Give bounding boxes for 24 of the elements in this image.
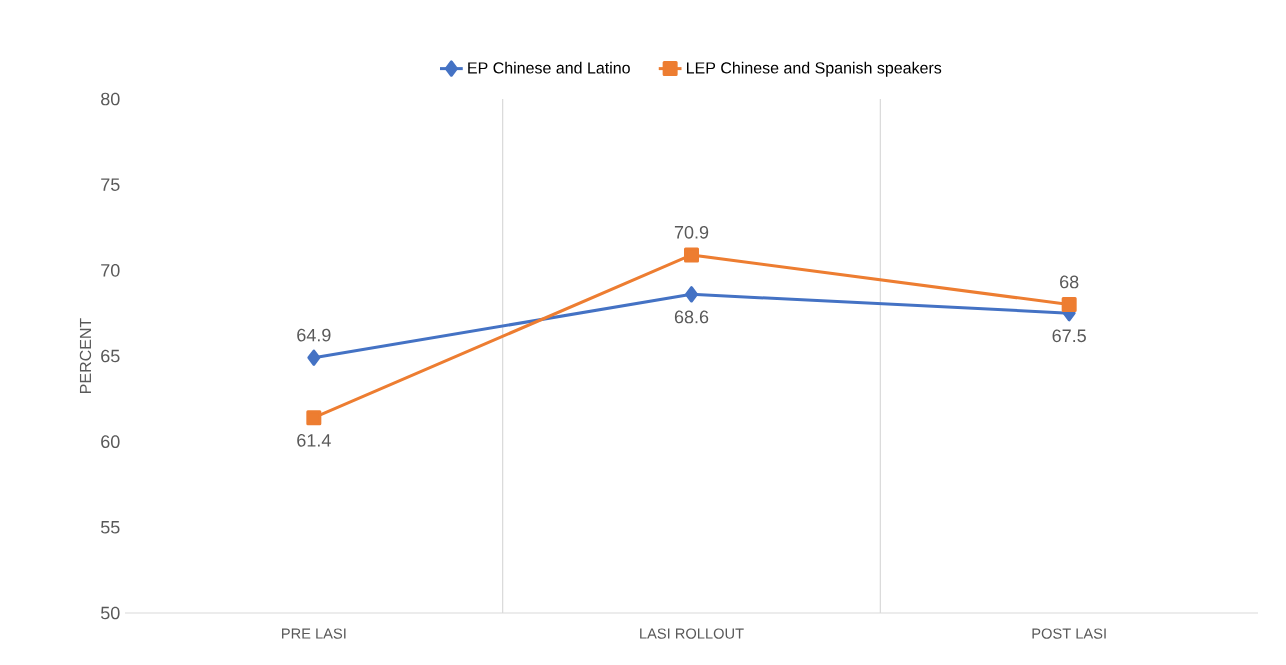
data-label: 68.6 bbox=[674, 310, 709, 324]
point bbox=[1061, 297, 1077, 313]
point bbox=[684, 247, 699, 263]
data-label: 67.5 bbox=[1052, 329, 1086, 343]
y-tick-label: 65 bbox=[101, 349, 120, 363]
y-tick-label: 70 bbox=[101, 263, 120, 277]
legend-label: EP Chinese and Latino bbox=[468, 61, 630, 74]
x-tick-label: LASI ROLLOUT bbox=[640, 628, 744, 639]
data-label: 70.9 bbox=[674, 225, 709, 239]
legend-label: LEP Chinese and Spanish speakers bbox=[687, 61, 942, 77]
x-tick-label: PRE LASI bbox=[282, 628, 346, 639]
y-tick-label: 50 bbox=[100, 606, 120, 620]
point bbox=[307, 349, 321, 366]
y-tick-label: 55 bbox=[100, 521, 120, 534]
data-label: 68 bbox=[1060, 275, 1079, 289]
data-label: 61.4 bbox=[297, 433, 331, 447]
y-tick-label: 75 bbox=[101, 178, 120, 191]
y-tick-label: 60 bbox=[101, 435, 120, 449]
point bbox=[306, 410, 322, 426]
point bbox=[685, 286, 699, 303]
data-label: 64.9 bbox=[297, 328, 331, 342]
y-axis-title: PERCENT bbox=[79, 318, 92, 393]
x-tick-label: POST LASI bbox=[1032, 628, 1106, 639]
y-tick-label: 80 bbox=[101, 92, 120, 106]
